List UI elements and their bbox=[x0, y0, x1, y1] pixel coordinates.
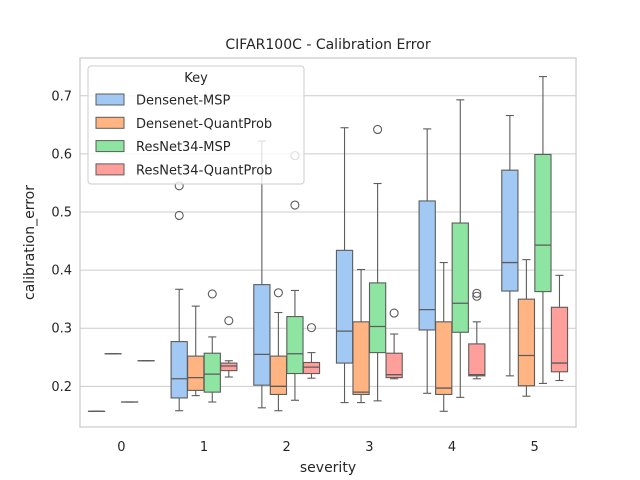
box-group bbox=[253, 140, 271, 409]
y-tick-label: 0.2 bbox=[51, 380, 72, 395]
outlier-point bbox=[174, 210, 184, 221]
box-group bbox=[468, 288, 486, 380]
grid bbox=[80, 95, 576, 387]
boxes bbox=[87, 76, 569, 412]
y-tick-label: 0.3 bbox=[51, 322, 72, 337]
box-group bbox=[352, 268, 370, 404]
y-tick-label: 0.7 bbox=[51, 89, 72, 104]
outlier-point bbox=[389, 308, 399, 318]
legend-label: Densenet-QuantProb bbox=[136, 117, 272, 132]
box bbox=[335, 249, 354, 364]
box bbox=[534, 153, 552, 293]
box bbox=[501, 169, 519, 292]
y-tick-label: 0.5 bbox=[51, 205, 72, 220]
chart-title: CIFAR100C - Calibration Error bbox=[225, 37, 430, 53]
box-group bbox=[286, 151, 304, 401]
legend-items: Densenet-MSP Densenet-QuantProb ResNet34-M… bbox=[95, 93, 272, 178]
box-group bbox=[368, 124, 387, 402]
x-tick-label: 1 bbox=[200, 440, 208, 455]
legend-title: Key bbox=[184, 71, 208, 86]
legend-frame bbox=[87, 65, 305, 185]
legend-label: Densenet-MSP bbox=[136, 94, 231, 109]
box-group bbox=[534, 76, 552, 384]
box bbox=[435, 321, 453, 396]
plot-frame bbox=[79, 57, 577, 428]
box bbox=[550, 306, 569, 373]
outlier-point bbox=[290, 200, 300, 210]
x-tick-label: 2 bbox=[283, 440, 291, 455]
box bbox=[302, 361, 321, 375]
legend-swatch bbox=[95, 116, 125, 129]
box-group bbox=[517, 259, 536, 397]
legend: Key Densenet-MSP Densenet-QuantProb ResNet… bbox=[87, 65, 305, 185]
y-tick-label: 0.6 bbox=[51, 147, 72, 162]
outlier-point bbox=[472, 291, 482, 301]
box-group bbox=[385, 308, 403, 380]
outlier-point bbox=[373, 124, 383, 135]
box bbox=[286, 316, 304, 375]
x-tick-label: 4 bbox=[448, 440, 456, 455]
box-group bbox=[501, 114, 519, 377]
box bbox=[220, 362, 238, 372]
outlier-point bbox=[273, 288, 283, 298]
outlier-point bbox=[207, 289, 217, 299]
box-group bbox=[302, 323, 321, 379]
outlier-point bbox=[472, 288, 482, 298]
box bbox=[468, 343, 486, 377]
box-group bbox=[418, 128, 436, 394]
y-tick-label: 0.4 bbox=[51, 264, 72, 279]
legend-label: ResNet34-QuantProb bbox=[136, 163, 272, 178]
box-group bbox=[335, 127, 354, 404]
legend-swatch bbox=[95, 140, 125, 153]
box-group bbox=[435, 261, 453, 412]
x-ticks: 0 1 2 3 4 5 bbox=[117, 440, 539, 455]
box bbox=[170, 341, 188, 399]
outlier-point bbox=[306, 323, 317, 333]
box bbox=[368, 282, 387, 354]
y-ticks: 0.2 0.3 0.4 0.5 0.6 0.7 bbox=[51, 89, 72, 395]
box bbox=[253, 284, 271, 386]
box bbox=[451, 222, 469, 333]
box bbox=[203, 352, 221, 393]
box-group bbox=[170, 181, 188, 412]
x-axis-label: severity bbox=[300, 460, 356, 476]
legend-label: ResNet34-MSP bbox=[136, 140, 231, 155]
legend-swatch bbox=[95, 163, 125, 176]
legend-swatch bbox=[95, 93, 125, 106]
x-tick-label: 5 bbox=[531, 440, 539, 455]
outlier-point bbox=[224, 316, 234, 326]
box-group bbox=[220, 316, 238, 378]
box bbox=[418, 200, 436, 331]
box-group bbox=[203, 289, 221, 403]
box-group bbox=[550, 274, 569, 382]
x-tick-label: 0 bbox=[117, 440, 125, 455]
box bbox=[352, 321, 370, 396]
box-group bbox=[451, 99, 469, 398]
box bbox=[517, 298, 536, 387]
y-axis-label: calibration_error bbox=[22, 185, 38, 300]
box bbox=[269, 355, 288, 396]
box bbox=[187, 355, 205, 391]
box-group bbox=[187, 305, 205, 397]
box bbox=[385, 352, 403, 379]
box-group bbox=[269, 288, 288, 412]
x-tick-label: 3 bbox=[365, 440, 373, 455]
